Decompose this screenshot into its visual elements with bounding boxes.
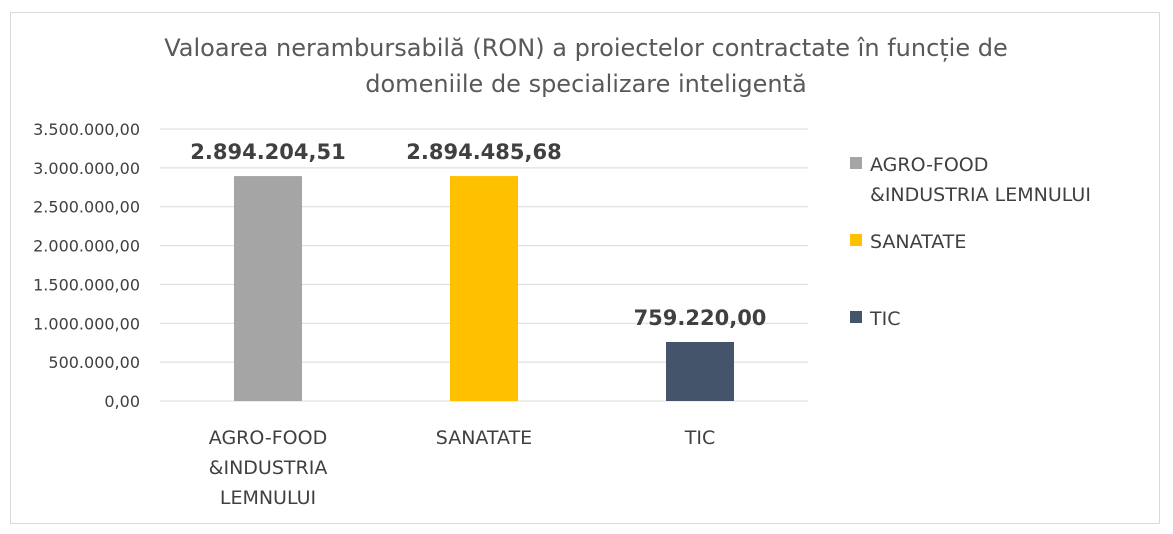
legend: AGRO-FOOD&INDUSTRIA LEMNULUI SANATATE TIC	[850, 154, 1091, 330]
data-label: 2.894.204,51	[190, 140, 345, 164]
data-labels: 2.894.204,51 2.894.485,68 759.220,00	[190, 140, 766, 330]
y-tick-label: 2.000.000,00	[33, 237, 140, 256]
x-tick-label: LEMNULUI	[220, 487, 316, 509]
bars	[234, 176, 734, 401]
chart-title-line-2: domeniile de specializare inteligentă	[365, 70, 806, 98]
x-axis-categories: AGRO-FOOD&INDUSTRIA LEMNULUI SANATATE TIC	[209, 427, 716, 509]
bar	[666, 341, 734, 401]
x-tick-label: TIC	[684, 427, 715, 449]
data-label: 759.220,00	[634, 306, 767, 330]
chart-frame	[10, 12, 1160, 524]
y-axis-ticks: 0,00 500.000,00 1.000.000,00 1.500.000,00 2.…	[33, 120, 140, 411]
legend-label: SANATATE	[870, 231, 966, 253]
y-tick-label: 500.000,00	[48, 353, 140, 372]
x-tick-label: &INDUSTRIA	[209, 457, 328, 479]
legend-swatch	[850, 157, 862, 169]
legend-swatch	[850, 234, 862, 246]
bar	[234, 176, 302, 401]
bar	[450, 176, 518, 401]
x-tick-label: SANATATE	[436, 427, 532, 449]
chart-title-line-1: Valoarea nerambursabilă (RON) a proiecte…	[164, 34, 1007, 62]
y-tick-label: 3.500.000,00	[33, 120, 140, 139]
y-tick-label: 3.000.000,00	[33, 159, 140, 178]
y-tick-label: 1.500.000,00	[33, 275, 140, 294]
y-tick-label: 1.000.000,00	[33, 314, 140, 333]
data-label: 2.894.485,68	[406, 140, 561, 164]
legend-swatch	[850, 311, 862, 323]
legend-label: AGRO-FOOD	[870, 154, 988, 176]
y-tick-label: 0,00	[104, 392, 140, 411]
x-tick-label: AGRO-FOOD	[209, 427, 327, 449]
legend-label: TIC	[869, 308, 900, 330]
legend-label: &INDUSTRIA LEMNULUI	[870, 184, 1091, 206]
y-tick-label: 2.500.000,00	[33, 198, 140, 217]
